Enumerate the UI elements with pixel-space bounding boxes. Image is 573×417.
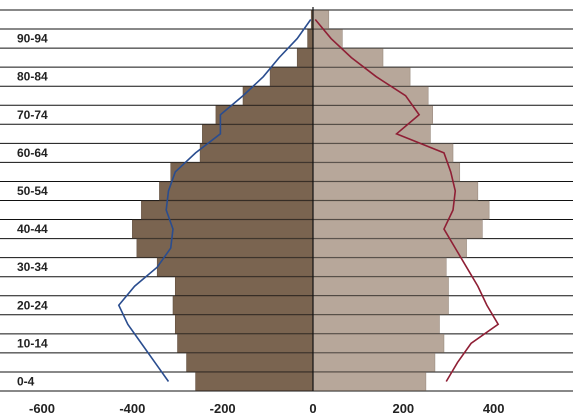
left-bar-30-34 xyxy=(156,257,314,277)
right-bar-85-89 xyxy=(312,48,384,67)
right-bar-40-44 xyxy=(312,219,483,239)
left-bar-50-54 xyxy=(159,181,314,201)
x-tick-label--200: -200 xyxy=(210,401,236,416)
right-bar-10-14 xyxy=(312,334,445,353)
left-bar-75-79 xyxy=(242,86,314,105)
horizontal-grid-lines xyxy=(0,9,573,392)
left-bar-65-69 xyxy=(202,124,314,144)
left-bar-35-39 xyxy=(136,238,314,258)
age-group-labels: 0-4 10-14 20-24 30-34 40-44 50-54 60-64 70-74 80… xyxy=(17,32,48,389)
x-tick-label-400: 400 xyxy=(483,401,505,416)
left-bar-40-44 xyxy=(132,219,314,239)
left-comparison-line xyxy=(117,19,312,382)
right-bar-series xyxy=(312,10,490,391)
age-label-60-64: 60-64 xyxy=(17,146,48,160)
age-label-10-14: 10-14 xyxy=(17,336,48,350)
right-bar-20-24 xyxy=(312,296,449,315)
left-bar-55-59 xyxy=(170,162,314,182)
age-label-90-94: 90-94 xyxy=(17,32,48,46)
age-label-30-34: 30-34 xyxy=(17,260,48,274)
right-bar-55-59 xyxy=(312,162,461,182)
right-bar-35-39 xyxy=(312,238,467,258)
right-bar-80-84 xyxy=(312,67,411,86)
x-tick-label-0: 0 xyxy=(309,401,316,416)
right-bar-30-34 xyxy=(312,257,447,277)
left-bar-80-84 xyxy=(269,67,314,86)
left-bar-20-24 xyxy=(172,296,314,315)
right-bar-25-29 xyxy=(312,276,449,296)
left-bar-0-4 xyxy=(195,372,314,391)
x-tick-label-200: 200 xyxy=(392,401,414,416)
left-bar-10-14 xyxy=(177,334,314,353)
x-axis-tick-labels: -600-400-2000200400600 xyxy=(29,401,505,416)
left-bar-15-19 xyxy=(174,315,314,334)
left-bar-90-94 xyxy=(307,29,314,48)
age-label-40-44: 40-44 xyxy=(17,222,48,236)
right-bar-45-49 xyxy=(312,200,490,220)
age-label-50-54: 50-54 xyxy=(17,184,48,198)
right-bar-60-64 xyxy=(312,143,454,163)
age-label-20-24: 20-24 xyxy=(17,298,48,312)
right-bar-0-4 xyxy=(312,372,427,391)
age-label-70-74: 70-74 xyxy=(17,108,48,122)
right-bar-5-9 xyxy=(312,353,436,372)
left-bar-5-9 xyxy=(186,353,314,372)
age-label-80-84: 80-84 xyxy=(17,70,48,84)
left-bar-25-29 xyxy=(174,276,314,296)
right-bar-15-19 xyxy=(312,315,440,334)
left-bar-85-89 xyxy=(296,48,314,67)
x-tick-label--600: -600 xyxy=(29,401,55,416)
right-comparison-line xyxy=(314,19,500,382)
x-tick-label--400: -400 xyxy=(119,401,145,416)
left-bar-70-74 xyxy=(215,105,314,125)
age-label-0-4: 0-4 xyxy=(17,374,35,388)
left-bar-series xyxy=(132,10,314,391)
left-bar-60-64 xyxy=(199,143,314,163)
